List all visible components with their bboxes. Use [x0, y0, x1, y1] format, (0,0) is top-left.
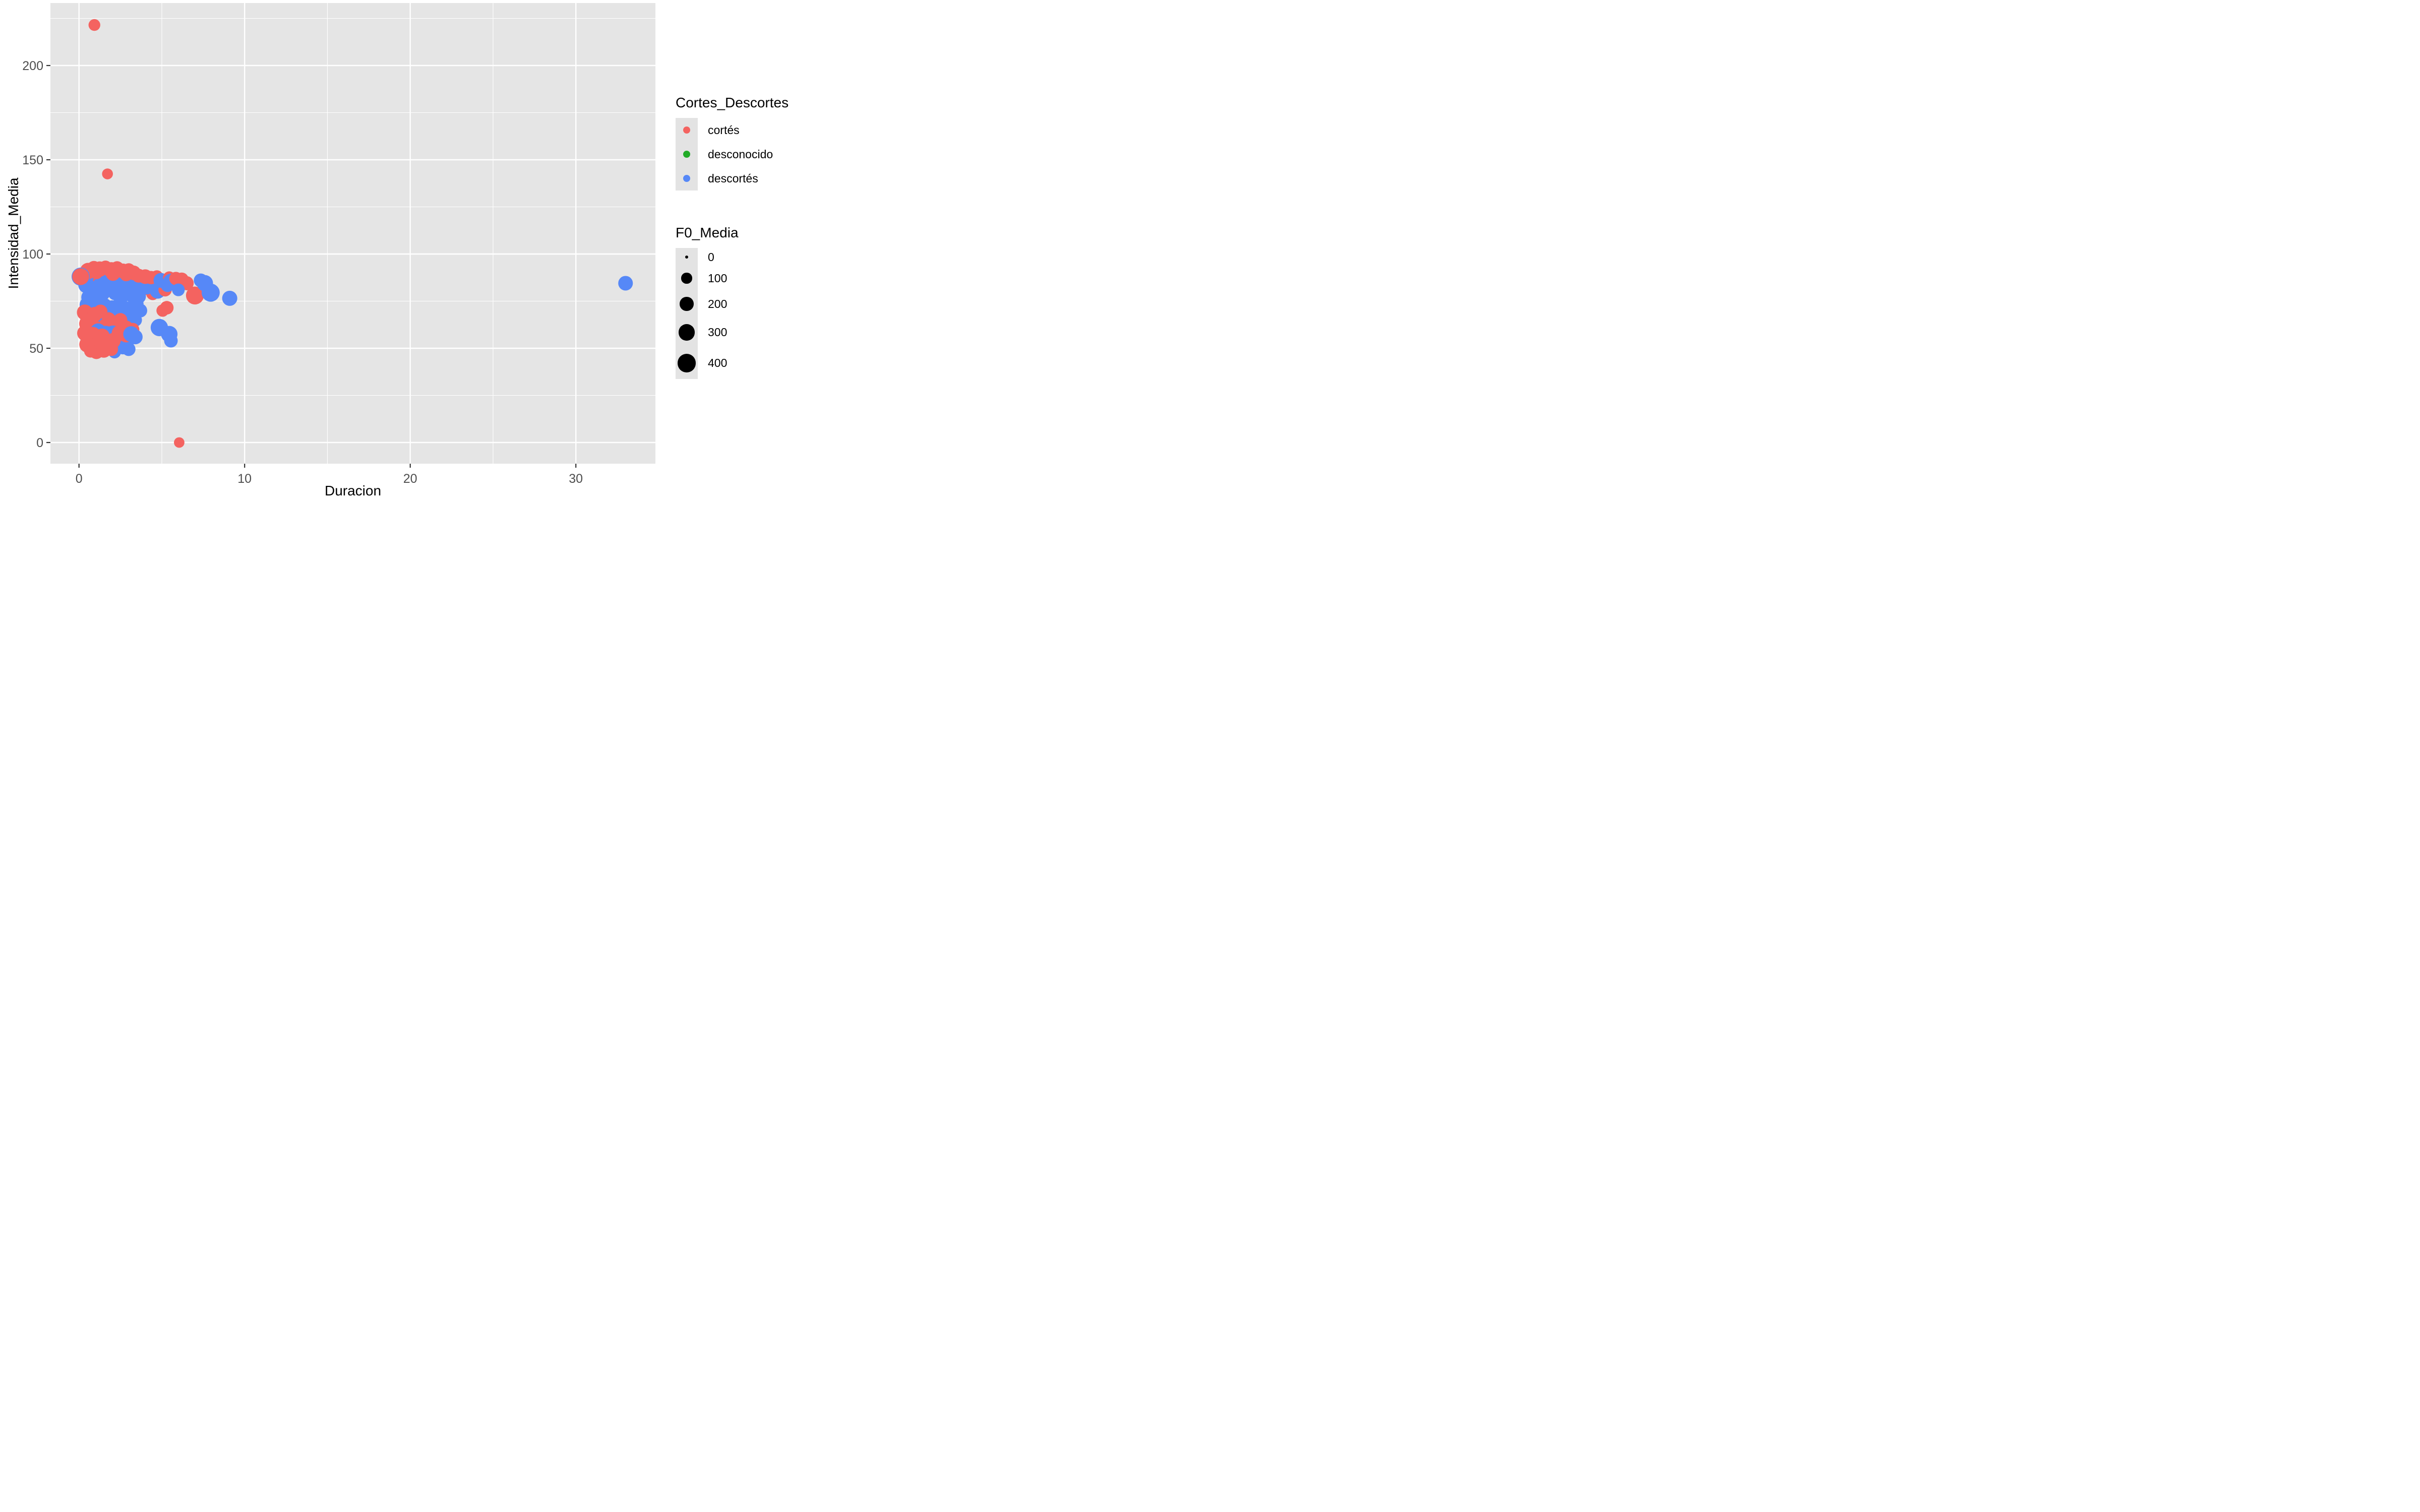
- legend-size-point-icon: [681, 273, 692, 284]
- legend-size-point-icon: [677, 354, 696, 372]
- data-point-descortes: [618, 276, 633, 291]
- color-legend-item: descortés: [676, 166, 789, 191]
- data-point-cortes: [106, 267, 120, 281]
- data-point-cortes: [102, 168, 113, 179]
- data-point-descortes: [128, 330, 143, 345]
- data-point-cortes: [174, 437, 185, 448]
- y-tick-label: 0: [36, 436, 43, 450]
- legend-point-icon: [683, 127, 690, 134]
- y-axis-title: Intensidad_Media: [6, 177, 21, 289]
- panel-background: [50, 3, 655, 464]
- data-point-cortes: [82, 340, 89, 347]
- x-tick-label: 20: [403, 472, 417, 486]
- scatter-plot-figure: 0 10 20 30 0 50 100 150 200 Duracion Intensidad_…: [0, 0, 807, 504]
- data-point-descortes: [133, 303, 147, 318]
- y-tick-label: 200: [22, 59, 43, 73]
- data-point-descortes: [131, 289, 146, 304]
- x-tick-label: 0: [76, 472, 83, 486]
- legend-item-label: desconocido: [708, 147, 773, 161]
- legend-item-label: descortés: [708, 171, 758, 185]
- data-point-cortes: [88, 19, 100, 31]
- legend-key-swatch: [676, 290, 698, 318]
- legend-key-swatch: [676, 347, 698, 379]
- data-point-descortes: [222, 290, 237, 306]
- data-point-cortes: [119, 268, 133, 282]
- legend-item-label: 200: [708, 297, 728, 310]
- color-legend-item: cortés: [676, 118, 789, 142]
- legend-item-label: 0: [708, 250, 714, 264]
- data-point-descortes: [122, 342, 136, 356]
- data-point-cortes: [72, 268, 89, 285]
- legend-item-label: 300: [708, 326, 728, 339]
- data-point-descortes: [164, 334, 178, 348]
- y-tick-label: 100: [22, 247, 43, 262]
- legend-point-icon: [683, 151, 690, 158]
- data-point-cortes: [104, 342, 118, 356]
- legend-size-point-icon: [680, 297, 694, 311]
- size-legend-item: 200: [676, 290, 739, 318]
- legend-size-point-icon: [678, 324, 695, 341]
- color-legend-item: desconocido: [676, 142, 789, 166]
- y-tick-label: 150: [22, 153, 43, 167]
- legend-key-swatch: [676, 166, 698, 191]
- x-tick-label: 10: [237, 472, 252, 486]
- legend-point-icon: [683, 175, 690, 182]
- legend-key-swatch: [676, 118, 698, 142]
- x-axis-title: Duracion: [324, 483, 382, 498]
- legend-key-swatch: [676, 266, 698, 290]
- data-point-cortes: [156, 304, 169, 317]
- size-legend-item: 0: [676, 248, 739, 266]
- size-legend-item: 300: [676, 318, 739, 347]
- color-legend: Cortes_Descortes cortés desconocido descor…: [676, 95, 789, 191]
- legend-item-label: 100: [708, 271, 728, 285]
- legend-item-label: cortés: [708, 123, 740, 137]
- color-legend-rows: cortés desconocido descortés: [676, 118, 789, 191]
- data-point-descortes: [81, 289, 97, 305]
- size-legend-item: 100: [676, 266, 739, 290]
- legend-size-point-icon: [685, 255, 689, 259]
- data-point-cortes: [90, 266, 103, 280]
- legend-item-label: 400: [708, 356, 728, 369]
- data-point-cortes: [186, 286, 204, 305]
- data-point-descortes: [201, 283, 220, 302]
- plot-panel: 0 10 20 30 0 50 100 150 200: [22, 3, 655, 486]
- legend-key-swatch: [676, 142, 698, 166]
- y-tick-label: 50: [29, 342, 43, 356]
- data-point-cortes: [84, 344, 97, 358]
- legend-key-swatch: [676, 248, 698, 266]
- size-legend-title: F0_Media: [676, 225, 739, 240]
- x-tick-label: 30: [569, 472, 583, 486]
- size-legend-rows: 0 100 200 300 400: [676, 248, 739, 379]
- legend-key-swatch: [676, 318, 698, 347]
- size-legend-item: 400: [676, 347, 739, 379]
- color-legend-title: Cortes_Descortes: [676, 95, 789, 110]
- size-legend: F0_Media 0 100 200 300 400: [676, 225, 739, 379]
- data-point-descortes: [172, 283, 185, 296]
